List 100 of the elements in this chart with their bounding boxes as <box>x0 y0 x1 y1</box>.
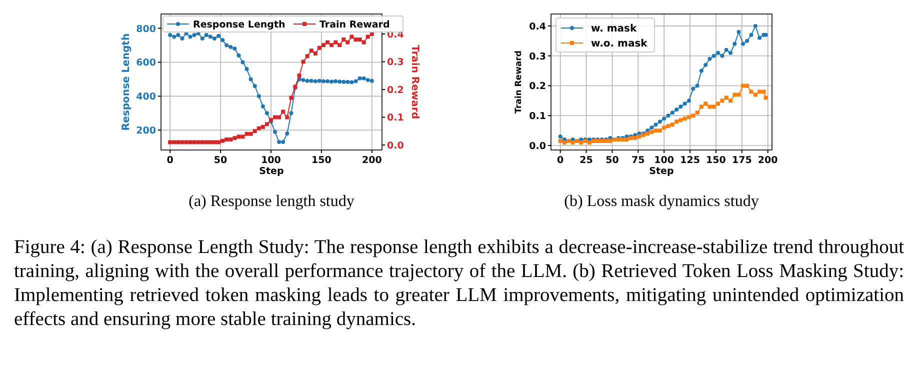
point <box>297 74 302 78</box>
point <box>736 30 741 34</box>
point <box>654 128 658 133</box>
point <box>654 122 658 127</box>
x-tick-label: 0 <box>557 155 564 166</box>
point <box>285 132 290 136</box>
point <box>346 80 350 84</box>
point <box>334 79 338 84</box>
point <box>666 124 670 128</box>
point <box>273 115 278 120</box>
point <box>650 130 654 134</box>
point <box>277 115 282 120</box>
point <box>666 114 670 118</box>
point <box>720 98 724 103</box>
point <box>716 102 720 106</box>
point <box>358 38 362 42</box>
point <box>686 98 691 103</box>
point <box>309 48 314 53</box>
point <box>682 116 687 121</box>
point <box>662 126 666 130</box>
point <box>370 78 374 83</box>
point <box>244 132 249 136</box>
x-axis-title: Step <box>649 166 674 177</box>
point <box>342 80 346 84</box>
point <box>252 129 257 134</box>
point <box>704 62 708 67</box>
point <box>745 38 750 43</box>
y-tick-label: 0.2 <box>529 81 546 92</box>
point <box>236 53 241 58</box>
text: (a) Response length study <box>188 193 354 210</box>
point <box>321 43 326 48</box>
point <box>350 80 354 84</box>
point <box>224 137 229 142</box>
point <box>277 140 282 144</box>
text: (b) Loss mask dynamics study <box>564 193 759 210</box>
point <box>212 140 216 144</box>
point <box>216 140 221 144</box>
point <box>678 104 683 109</box>
point <box>712 104 716 109</box>
point <box>184 140 188 144</box>
point <box>764 96 768 100</box>
point <box>289 96 294 100</box>
y-tick-label: 400 <box>136 92 156 103</box>
point <box>334 40 338 44</box>
point <box>762 90 766 94</box>
point <box>732 42 737 46</box>
point <box>637 134 642 139</box>
point <box>558 134 562 139</box>
point <box>216 34 221 38</box>
point <box>674 120 679 124</box>
point <box>354 38 358 42</box>
y-tick-label: 200 <box>136 126 156 137</box>
point <box>256 94 261 98</box>
x-tick-label: 100 <box>261 155 282 166</box>
point <box>366 34 370 39</box>
point <box>224 43 229 48</box>
point <box>305 78 310 83</box>
point <box>699 104 704 109</box>
point <box>326 40 330 44</box>
point <box>176 140 180 144</box>
point <box>204 33 208 38</box>
point <box>695 110 700 115</box>
point <box>168 33 172 38</box>
point <box>260 104 265 108</box>
point <box>708 104 712 109</box>
point <box>662 116 666 121</box>
point <box>305 54 310 58</box>
point <box>240 134 245 139</box>
y-tick-label: 0.0 <box>529 141 546 152</box>
y-tick-label: 0.1 <box>529 111 546 122</box>
point <box>260 124 265 129</box>
point <box>724 48 728 52</box>
point <box>350 34 354 39</box>
point <box>317 46 322 50</box>
y2-tick-label: 0.1 <box>387 112 404 124</box>
point <box>658 120 662 124</box>
point <box>204 140 208 144</box>
point <box>256 126 261 130</box>
point <box>285 115 290 120</box>
point <box>624 138 629 142</box>
point <box>338 43 342 48</box>
point <box>753 24 758 28</box>
point <box>579 140 584 145</box>
point <box>749 32 754 37</box>
point <box>753 92 758 97</box>
y2-tick-label: 0.0 <box>387 140 404 152</box>
legend-label: w.o. mask <box>591 38 648 50</box>
y-axis-title: Train Reward <box>514 50 524 114</box>
point <box>176 33 180 38</box>
point <box>678 118 683 122</box>
y2-tick-label: 0.2 <box>387 84 404 96</box>
point <box>362 76 366 80</box>
point <box>248 132 253 136</box>
point <box>745 84 750 88</box>
x-tick-label: 200 <box>362 155 382 166</box>
point <box>670 110 674 115</box>
legend-label: w. mask <box>591 24 637 34</box>
point <box>192 140 196 144</box>
point <box>309 78 314 83</box>
point <box>736 92 741 97</box>
